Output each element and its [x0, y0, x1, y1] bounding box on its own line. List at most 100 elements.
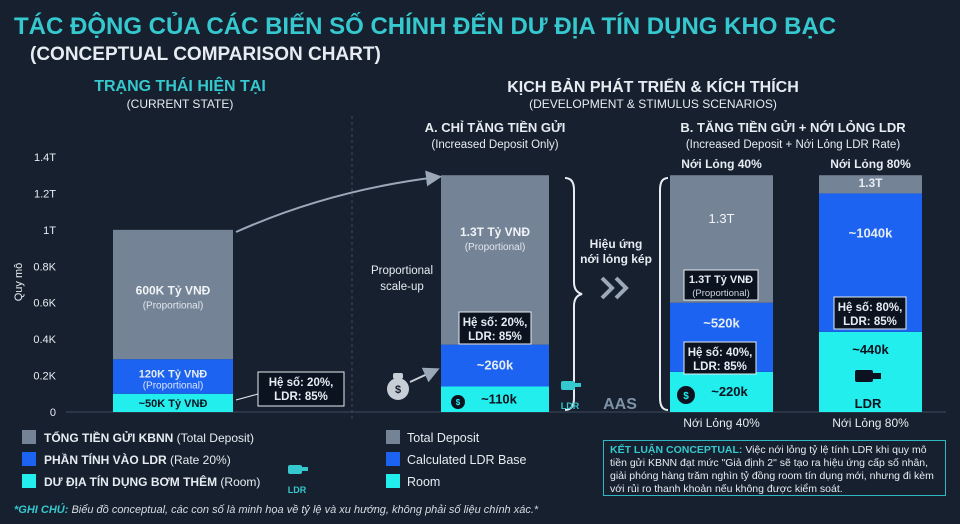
- scenario-b-heading: B. TĂNG TIỀN GỬI + NỚI LỎNG LDR: [680, 120, 906, 135]
- bar-label-ldr: ~260k: [477, 358, 514, 373]
- conclusion-text: Việc nới lỏng tỷ lệ tính LDR khi quy mô …: [610, 444, 934, 495]
- inner-box-line: 1.3T Tỷ VNĐ: [689, 274, 753, 286]
- legend-label: DƯ ĐỊA TÍN DỤNG BƠM THÊM (Room): [44, 474, 260, 489]
- bar-label-room: ~220k: [711, 384, 748, 399]
- y-tick-label: 0.6K: [33, 298, 56, 310]
- page-subtitle: (CONCEPTUAL COMPARISON CHART): [30, 44, 381, 65]
- bar-bottom-label: Nới Lỏng 40%: [683, 416, 760, 430]
- conclusion-box: KẾT LUẬN CONCEPTUAL: Việc nới lỏng tỷ lệ…: [603, 440, 946, 496]
- scenario-a-heading: A. CHỈ TĂNG TIỀN GỬI: [425, 120, 566, 135]
- legend-swatch: [386, 430, 400, 444]
- effect-label: Hiệu ứng nới lỏng kép: [580, 237, 652, 266]
- callout-line: Hệ số: 80%,: [838, 302, 903, 314]
- callout-line: Hệ số: 20%,: [463, 317, 528, 329]
- ldr-faucet-icon: LDR: [561, 381, 581, 411]
- page-title: TÁC ĐỘNG CỦA CÁC BIẾN SỐ CHÍNH ĐẾN DƯ ĐỊ…: [14, 11, 836, 40]
- legend-swatch: [22, 474, 36, 488]
- ldr-faucet-icon: LDR: [855, 370, 882, 411]
- bar-label-room: ~440k: [852, 342, 889, 357]
- bracket-left-scenario-b: [659, 177, 669, 411]
- callout-box: [458, 311, 532, 345]
- inner-box: [683, 269, 759, 301]
- double-chevron-icon: [600, 276, 629, 300]
- logo-icon: AAS: [603, 396, 637, 413]
- svg-text:LDR: LDR: [561, 401, 580, 411]
- legend-label: TỔNG TIỀN GỬI KBNN (Total Deposit): [44, 430, 254, 445]
- legend-label: Total Deposit: [407, 431, 480, 445]
- callout-box: [257, 371, 345, 407]
- svg-text:$: $: [395, 384, 401, 396]
- brace: [564, 177, 583, 411]
- bar-label-ldr: 120K Tỷ VNĐ: [139, 368, 208, 380]
- growth-arrow: [235, 170, 442, 233]
- bar-label-room: ~50K Tỷ VNĐ: [139, 398, 208, 410]
- money-bag-icon: $: [677, 386, 695, 404]
- scale-up-note: Proportional scale-up: [371, 265, 433, 293]
- callout-box: [683, 341, 757, 375]
- money-bag-icon: $: [387, 373, 409, 400]
- left-panel-subheading: (CURRENT STATE): [127, 97, 234, 111]
- svg-text:$: $: [683, 391, 689, 402]
- y-axis-label: Quy mô: [13, 263, 25, 302]
- legend-label: PHẦN TÍNH VÀO LDR (Rate 20%): [44, 452, 231, 467]
- legend-swatch: [386, 474, 400, 488]
- legend-right: Total Deposit Calculated LDR Base Room: [386, 430, 527, 489]
- money-bag-icon: $: [451, 395, 465, 409]
- y-tick-label: 0: [50, 407, 56, 419]
- footnote-text: Biểu đồ conceptual, các con số là minh h…: [71, 504, 539, 516]
- conclusion-label: KẾT LUẬN CONCEPTUAL:: [610, 444, 743, 456]
- legend-swatch: [22, 430, 36, 444]
- footnote-label: *GHI CHÚ:: [14, 504, 69, 516]
- footnote: *GHI CHÚ: Biểu đồ conceptual, các con số…: [14, 504, 538, 516]
- svg-text:AAS: AAS: [603, 396, 637, 413]
- svg-text:LDR: LDR: [855, 396, 882, 411]
- left-panel-heading: TRẠNG THÁI HIỆN TẠI: [94, 76, 266, 95]
- bar-label-total: 600K Tỷ VNĐ: [136, 284, 211, 298]
- callout-line: LDR: 85%: [693, 361, 747, 373]
- right-panel-heading: KỊCH BẢN PHÁT TRIỂN & KÍCH THÍCH: [507, 77, 799, 96]
- y-tick-label: 0.8K: [33, 261, 56, 273]
- bar-label-total-sub: (Proportional): [143, 301, 204, 312]
- y-tick-label: 1.2T: [34, 188, 56, 200]
- bar-label-ldr: ~520k: [703, 315, 740, 330]
- bar-top-label: Nới Lỏng 40%: [681, 157, 762, 171]
- callout-line: Hệ số: 40%,: [688, 347, 753, 359]
- inner-box-line: (Proportional): [692, 288, 750, 299]
- svg-text:LDR: LDR: [288, 485, 307, 495]
- bar-segment-calculated-ldr-base: [441, 344, 549, 387]
- bar-label-total-sub: (Proportional): [465, 242, 526, 253]
- bar-label-ldr-sub: (Proportional): [143, 380, 204, 391]
- bar-segment-room: [113, 393, 233, 412]
- bar-label-total: 1.3T Tỷ VNĐ: [460, 225, 530, 239]
- callout-line: LDR: 85%: [274, 391, 328, 403]
- callout-pointer: [235, 393, 259, 401]
- bar-label-room: ~110k: [481, 391, 518, 406]
- scenario-a-subheading: (Increased Deposit Only): [431, 139, 558, 151]
- right-panel-subheading: (DEVELOPMENT & STIMULUS SCENARIOS): [529, 97, 777, 111]
- svg-text:$: $: [456, 398, 461, 407]
- legend-label: Calculated LDR Base: [407, 453, 527, 467]
- legend-swatch: [22, 452, 36, 466]
- bar-segment-calculated-ldr-base: [113, 359, 233, 394]
- callout-box: [833, 296, 907, 330]
- y-tick-label: 0.2K: [33, 371, 56, 383]
- scenario-b-subheading: (Increased Deposit + Nới Lỏng LDR Rate): [686, 139, 900, 151]
- ldr-faucet-icon: LDR: [288, 465, 308, 495]
- bar-label-total: 1.3T: [708, 211, 734, 226]
- bar-top-label: Nới Lỏng 80%: [830, 157, 911, 171]
- legend-left: TỔNG TIỀN GỬI KBNN (Total Deposit) PHẦN T…: [22, 430, 260, 489]
- y-tick-label: 1T: [43, 225, 56, 237]
- legend-swatch: [386, 452, 400, 466]
- bar-label-ldr: ~1040k: [849, 226, 894, 241]
- y-tick-label: 0.4K: [33, 334, 56, 346]
- bar-label-total: 1.3T: [858, 176, 883, 190]
- y-tick-label: 1.4T: [34, 152, 56, 164]
- bar-segment-total-deposit: [113, 229, 233, 360]
- bar-segment-total-deposit: [819, 175, 922, 194]
- callout-line: LDR: 85%: [843, 316, 897, 328]
- arrow-icon: [409, 367, 440, 383]
- callout-line: Hệ số: 20%,: [269, 377, 334, 389]
- callout-line: LDR: 85%: [468, 331, 522, 343]
